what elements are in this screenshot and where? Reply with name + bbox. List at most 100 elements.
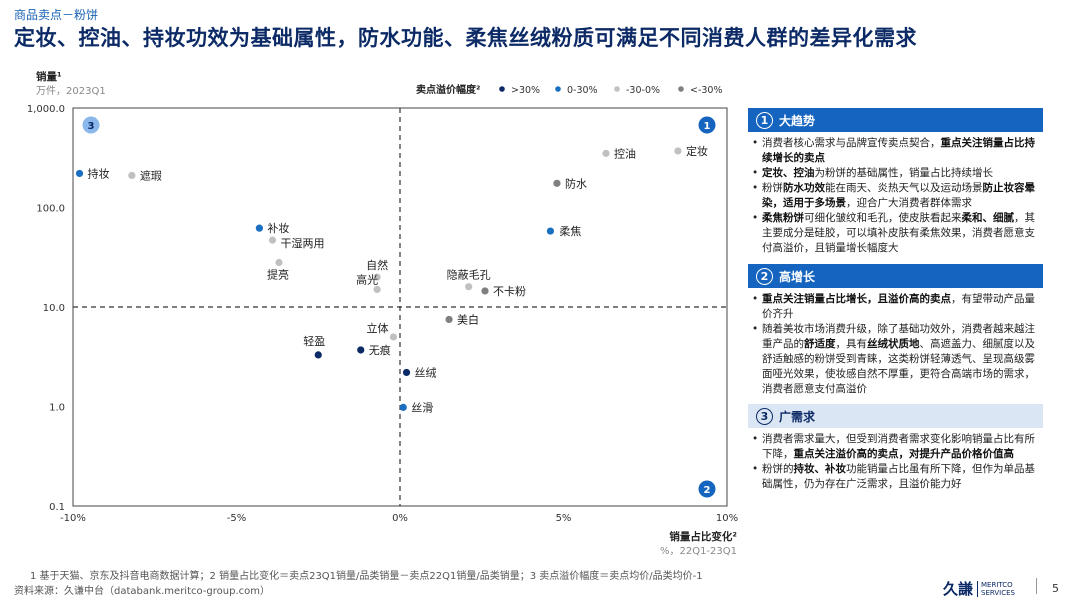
y-tick-label: 1,000.0 — [27, 104, 65, 115]
data-point — [373, 273, 381, 281]
data-point-label: 轻盈 — [303, 334, 325, 348]
data-point — [75, 169, 84, 178]
data-point — [602, 149, 610, 157]
x-axis-unit: %，22Q1-23Q1 — [660, 546, 737, 557]
y-tick-label: 0.1 — [49, 502, 65, 513]
panel-bullet: 消费者需求量大，但受到消费者需求变化影响销量占比有所下降，重点关注溢价高的卖点，… — [750, 432, 1043, 462]
legend-label: <-30% — [690, 85, 723, 96]
data-point — [389, 333, 398, 341]
company-logo: 久謙 MERITCO SERVICES — [943, 578, 1015, 599]
legend-marker — [678, 86, 684, 92]
data-point-label: 补妆 — [267, 222, 289, 235]
data-point-label: 自然 — [366, 258, 388, 272]
data-point-label: 持妆 — [88, 166, 110, 180]
source-note: 资料来源：久谦中台（databank.meritco-group.com） — [14, 586, 271, 597]
panel-bullet: 消费者核心需求与品牌宣传卖点契合，重点关注销量占比持续增长的卖点 — [750, 136, 1043, 166]
data-point-label: 不卡粉 — [493, 285, 526, 298]
x-tick-label: -10% — [60, 513, 86, 524]
data-point-label: 柔焦 — [559, 225, 581, 238]
panel-bullet: 定妆、控油为粉饼的基础属性，销量占比持续增长 — [750, 166, 1043, 181]
panel-bullet: 重点关注销量占比增长，且溢价高的卖点，有望带动产品量价齐升 — [750, 292, 1043, 322]
panel-broad-demand: 3 广需求 消费者需求量大，但受到消费者需求变化影响销量占比有所下降，重点关注溢… — [748, 404, 1043, 492]
data-point — [268, 236, 277, 244]
x-axis-label: 销量占比变化² — [669, 530, 737, 543]
panel-high-growth: 2 高增长 重点关注销量占比增长，且溢价高的卖点，有望带动产品量价齐升随着美妆市… — [748, 264, 1043, 397]
page-number: 5 — [1052, 582, 1059, 595]
panel-broad-demand-header: 3 广需求 — [748, 404, 1043, 428]
logo-en: MERITCO SERVICES — [977, 580, 1015, 597]
panel-high-growth-list: 重点关注销量占比增长，且溢价高的卖点，有望带动产品量价齐升随着美妆市场消费升级，… — [748, 292, 1043, 397]
data-point — [275, 258, 283, 267]
breadcrumb: 商品卖点－粉饼 — [14, 8, 99, 22]
quadrant-number: 1 — [704, 121, 711, 132]
data-point-label: 控油 — [614, 146, 636, 160]
legend-marker — [555, 86, 561, 92]
y-axis-unit: 万件，2023Q1 — [36, 85, 106, 97]
data-point — [465, 283, 473, 291]
footer-divider — [1036, 578, 1037, 594]
data-point-label: 提亮 — [267, 268, 289, 282]
data-point-label: 丝滑 — [411, 401, 433, 414]
panel-trend-header: 1 大趋势 — [748, 108, 1043, 132]
logo-en-line1: MERITCO — [981, 580, 1013, 589]
x-tick-label: 0% — [392, 513, 408, 524]
panel-trend-title: 大趋势 — [779, 113, 816, 128]
panel-bullet: 粉饼防水功效能在雨天、炎热天气以及运动场景防止妆容晕染，适用于多场景，迎合广大消… — [750, 181, 1043, 211]
y-tick-label: 10.0 — [43, 303, 65, 314]
legend-label: -30-0% — [626, 85, 660, 96]
data-point — [399, 403, 407, 411]
panel-high-growth-title: 高增长 — [779, 269, 816, 284]
legend-title: 卖点溢价幅度² — [416, 83, 480, 96]
y-tick-label: 100.0 — [36, 204, 65, 215]
panel-trend: 1 大趋势 消费者核心需求与品牌宣传卖点契合，重点关注销量占比持续增长的卖点定妆… — [748, 108, 1043, 256]
logo-en-line2: SERVICES — [981, 588, 1015, 597]
panel-trend-number: 1 — [756, 111, 773, 129]
data-point-label: 丝绒 — [415, 366, 437, 379]
data-point — [373, 285, 381, 294]
data-point-label: 立体 — [366, 321, 388, 335]
x-tick-label: -5% — [227, 513, 246, 524]
data-point-label: 定妆 — [686, 144, 708, 158]
panel-broad-demand-title: 广需求 — [779, 409, 816, 424]
data-point — [481, 287, 489, 295]
panel-bullet: 柔焦粉饼可细化皱纹和毛孔，使皮肤看起来柔和、细腻，其主要成分是硅胶，可以填补皮肤… — [750, 211, 1043, 256]
panel-high-growth-header: 2 高增长 — [748, 264, 1043, 288]
legend-marker — [614, 86, 620, 92]
data-point — [546, 227, 555, 235]
quadrant-badge — [698, 480, 716, 498]
page-title: 定妆、控油、持妆功效为基础属性，防水功能、柔焦丝绒粉质可满足不同消费人群的差异化… — [14, 26, 917, 50]
legend-marker — [499, 86, 505, 92]
data-point — [128, 171, 136, 180]
data-point-label: 隐蔽毛孔 — [447, 269, 491, 282]
data-point — [255, 224, 263, 232]
logo-cn: 久謙 — [943, 580, 974, 598]
data-point-label: 遮瑕 — [140, 168, 162, 182]
data-point-label: 高光 — [356, 272, 378, 286]
scatter-chart: 1,000.0 100.0 10.0 1.0 0.1-10% -5% 0% 5% 10% 销量¹ 万… — [27, 70, 738, 557]
panel-trend-list: 消费者核心需求与品牌宣传卖点契合，重点关注销量占比持续增长的卖点定妆、控油为粉饼… — [748, 136, 1043, 256]
y-tick-label: 1.0 — [49, 403, 65, 414]
panel-high-growth-number: 2 — [756, 267, 773, 285]
footnote: 1 基于天猫、京东及抖音电商数据计算；2 销量占比变化＝卖点23Q1销量/品类销… — [30, 571, 703, 582]
data-point — [357, 346, 365, 354]
data-point — [553, 179, 561, 187]
data-point — [674, 147, 682, 155]
panel-broad-demand-number: 3 — [756, 407, 773, 425]
data-point — [402, 368, 411, 377]
data-point — [314, 351, 322, 359]
quadrant-badge — [82, 116, 100, 134]
data-point-label: 无痕 — [369, 343, 391, 357]
panel-bullet: 粉饼的持妆、补妆功能销量占比虽有所下降，但作为单品基础属性，仍为存在广泛需求，且… — [750, 462, 1043, 492]
data-point-label: 干湿两用 — [280, 237, 324, 250]
x-tick-label: 5% — [556, 513, 572, 524]
data-point — [445, 315, 453, 324]
quadrant-badge — [698, 116, 716, 134]
panel-bullet: 随着美妆市场消费升级，除了基础功效外，消费者越来越注重产品的舒适度，具有丝绒状质… — [750, 322, 1043, 397]
panel-broad-demand-list: 消费者需求量大，但受到消费者需求变化影响销量占比有所下降，重点关注溢价高的卖点，… — [748, 432, 1043, 492]
legend-label: 0-30% — [567, 85, 598, 96]
quadrant-number: 2 — [704, 485, 711, 496]
x-tick-label: 10% — [716, 513, 738, 524]
quadrant-number: 3 — [88, 121, 95, 132]
y-axis-label: 销量¹ — [36, 70, 62, 83]
legend-label: >30% — [511, 85, 540, 96]
